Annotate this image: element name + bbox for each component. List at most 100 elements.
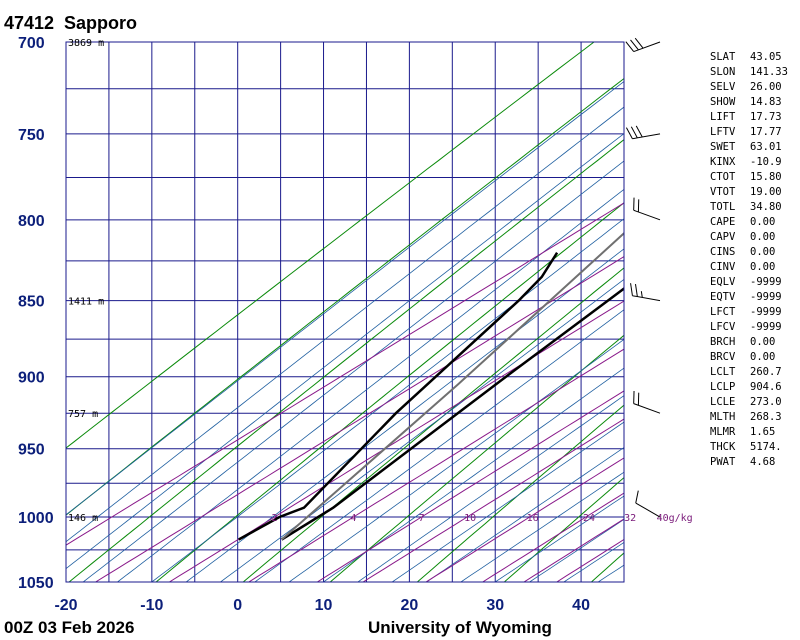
mixing-ratio-labels: 2 4 7 10 16 24 32 40g/kg	[271, 513, 692, 524]
index-row: BRCV 0.00	[710, 350, 796, 365]
index-key: EQTV	[710, 291, 736, 303]
mixing-ratio-label: 2	[271, 513, 277, 524]
index-row: EQLV -9999	[710, 275, 796, 290]
index-key: CAPV	[710, 231, 736, 243]
index-key: CINS	[710, 246, 736, 258]
index-row: PWAT 4.68	[710, 455, 796, 470]
station-name: Sapporo	[64, 13, 137, 33]
index-row: SELV 26.00	[710, 80, 796, 95]
sounding-profiles	[238, 231, 624, 541]
mixing-ratio-line	[169, 300, 624, 582]
mixing-ratio-line	[248, 348, 624, 582]
moist-adiabat	[323, 367, 624, 582]
index-key: SHOW	[710, 96, 736, 108]
mixing-ratio-label: 16	[527, 513, 539, 524]
mixing-ratio-label: 10	[464, 513, 476, 524]
height-label: 757 m	[68, 409, 98, 420]
parcel-path	[281, 231, 624, 541]
index-key: LIFT	[710, 111, 736, 123]
temperature-tick-label: 40	[572, 597, 590, 614]
index-key: SELV	[710, 81, 736, 93]
pressure-axis: 700 750 800 850 900 950 1000 1050	[18, 35, 54, 592]
wind-barb-staff	[633, 209, 661, 221]
temperature-profile	[281, 287, 624, 541]
wind-barb-flag	[630, 283, 633, 296]
index-key: LCLP	[710, 381, 736, 393]
index-value: 19.00	[750, 186, 782, 198]
pressure-label-1000: 1000	[18, 510, 54, 527]
index-value: -9999	[750, 321, 782, 333]
index-key: LCLE	[710, 396, 736, 408]
index-value: 15.80	[750, 171, 782, 183]
index-value: 17.73	[750, 111, 782, 123]
wind-barb-flag	[625, 127, 633, 139]
index-value: -9999	[750, 291, 782, 303]
index-value: 34.80	[750, 201, 782, 213]
height-label: 146 m	[68, 513, 98, 524]
mixing-ratio-label: 7	[419, 513, 425, 524]
index-row: MLMR 1.65	[710, 425, 796, 440]
mixing-ratio-label: 40g/kg	[657, 513, 693, 524]
index-row: SWET 63.01	[710, 140, 796, 155]
mixing-ratio-line	[95, 256, 624, 582]
moist-adiabat	[460, 471, 624, 582]
wind-barb	[633, 197, 661, 221]
temperature-axis: -20 -10 0 10 20 30 40	[54, 597, 590, 614]
index-key: CINV	[710, 261, 736, 273]
index-row: SLAT 43.05	[710, 50, 796, 65]
index-row: LCLE 273.0	[710, 395, 796, 410]
temperature-tick-label: -20	[54, 597, 77, 614]
index-key: SLAT	[710, 51, 736, 63]
moist-adiabat	[151, 218, 624, 582]
index-key: SLON	[710, 66, 736, 78]
wind-barb-flag	[630, 126, 638, 139]
mixing-ratio-line	[362, 418, 624, 582]
wind-barb-flag	[630, 39, 639, 51]
pressure-label-950: 950	[18, 442, 45, 459]
index-key: CAPE	[710, 216, 736, 228]
index-value: 63.01	[750, 141, 782, 153]
index-key: KINX	[710, 156, 736, 168]
index-row: MLTH 268.3	[710, 410, 796, 425]
index-row: CAPE 0.00	[710, 215, 796, 230]
index-row: LFTV 17.77	[710, 125, 796, 140]
wind-barb	[630, 283, 661, 302]
index-value: 141.33	[750, 66, 788, 78]
temperature-tick-label: -10	[140, 597, 163, 614]
index-row: VTOT 19.00	[710, 185, 796, 200]
dry-adiabat	[416, 404, 624, 582]
mixing-ratio-line	[482, 492, 624, 582]
wind-barb-staff	[633, 403, 661, 414]
stability-indices: SLAT 43.05 SLON 141.33 SELV 26.00 SHOW 14.83 LIF…	[710, 50, 796, 470]
pressure-label-800: 800	[18, 213, 45, 230]
index-row: KINX -10.9	[710, 155, 796, 170]
index-value: 26.00	[750, 81, 782, 93]
index-row: CAPV 0.00	[710, 230, 796, 245]
temperature-tick-label: 30	[486, 597, 504, 614]
index-value: 904.6	[750, 381, 782, 393]
index-value: 0.00	[750, 231, 776, 243]
index-key: MLTH	[710, 411, 736, 423]
temperature-tick-label: 20	[400, 597, 418, 614]
index-row: LCLP 904.6	[710, 380, 796, 395]
moist-adiabat	[66, 106, 624, 543]
index-key: LFCV	[710, 321, 736, 333]
moist-adiabat	[66, 133, 624, 570]
moist-adiabat	[494, 495, 624, 582]
moist-adiabat	[66, 80, 624, 516]
moist-adiabat	[117, 188, 624, 582]
index-key: TOTL	[710, 201, 736, 213]
index-row: LFCV -9999	[710, 320, 796, 335]
index-key: CTOT	[710, 171, 736, 183]
wind-barb	[625, 37, 661, 53]
dewpoint-profile	[238, 252, 559, 541]
footer-source: University of Wyoming	[368, 618, 552, 637]
index-row: THCK 5174.	[710, 440, 796, 455]
index-row: SLON 141.33	[710, 65, 796, 80]
wind-barb	[625, 125, 661, 140]
wind-barb	[635, 490, 661, 518]
index-value: -9999	[750, 306, 782, 318]
mixing-ratio-line	[66, 202, 624, 546]
index-row: CTOT 15.80	[710, 170, 796, 185]
mixing-ratio-line	[317, 390, 624, 582]
